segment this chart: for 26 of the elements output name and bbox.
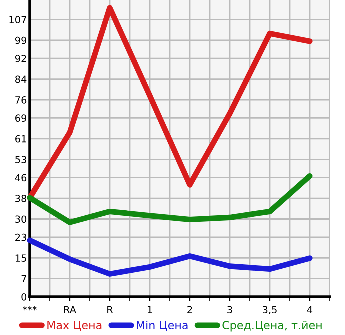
x-tick-label: ***	[23, 306, 37, 311]
y-tick-label: 84	[16, 76, 27, 84]
y-tick-label: 76	[16, 96, 27, 104]
x-tick-label: 3	[228, 306, 232, 314]
y-tick-label: 61	[16, 135, 26, 143]
legend-label: Сред.Цена, т.йен	[222, 321, 322, 332]
x-tick-label: 2	[188, 306, 192, 314]
y-tick-label: 69	[16, 114, 27, 122]
y-tick-label: 30	[16, 216, 27, 224]
x-tick-label: RA	[64, 306, 76, 314]
y-tick-label: 0	[22, 293, 27, 301]
y-tick-label: 38	[16, 194, 27, 202]
y-tick-label: 107	[10, 16, 26, 24]
y-tick-label: 23	[16, 234, 26, 242]
x-tick-label: 3,5	[263, 306, 277, 315]
y-tick-label: 53	[16, 156, 26, 164]
x-tick-label: R	[108, 306, 114, 314]
legend-label: Min Цена	[137, 320, 188, 332]
y-tick-label: 92	[15, 55, 26, 62]
y-tick-label: 46	[15, 174, 27, 182]
y-tick-label: 99	[15, 36, 27, 44]
legend-label: Max Цена	[48, 321, 102, 332]
y-tick-label: 7	[22, 275, 26, 283]
y-tick-label: 15	[16, 254, 26, 262]
x-tick-label: 1	[148, 306, 152, 314]
x-tick-label: 4	[307, 306, 313, 314]
